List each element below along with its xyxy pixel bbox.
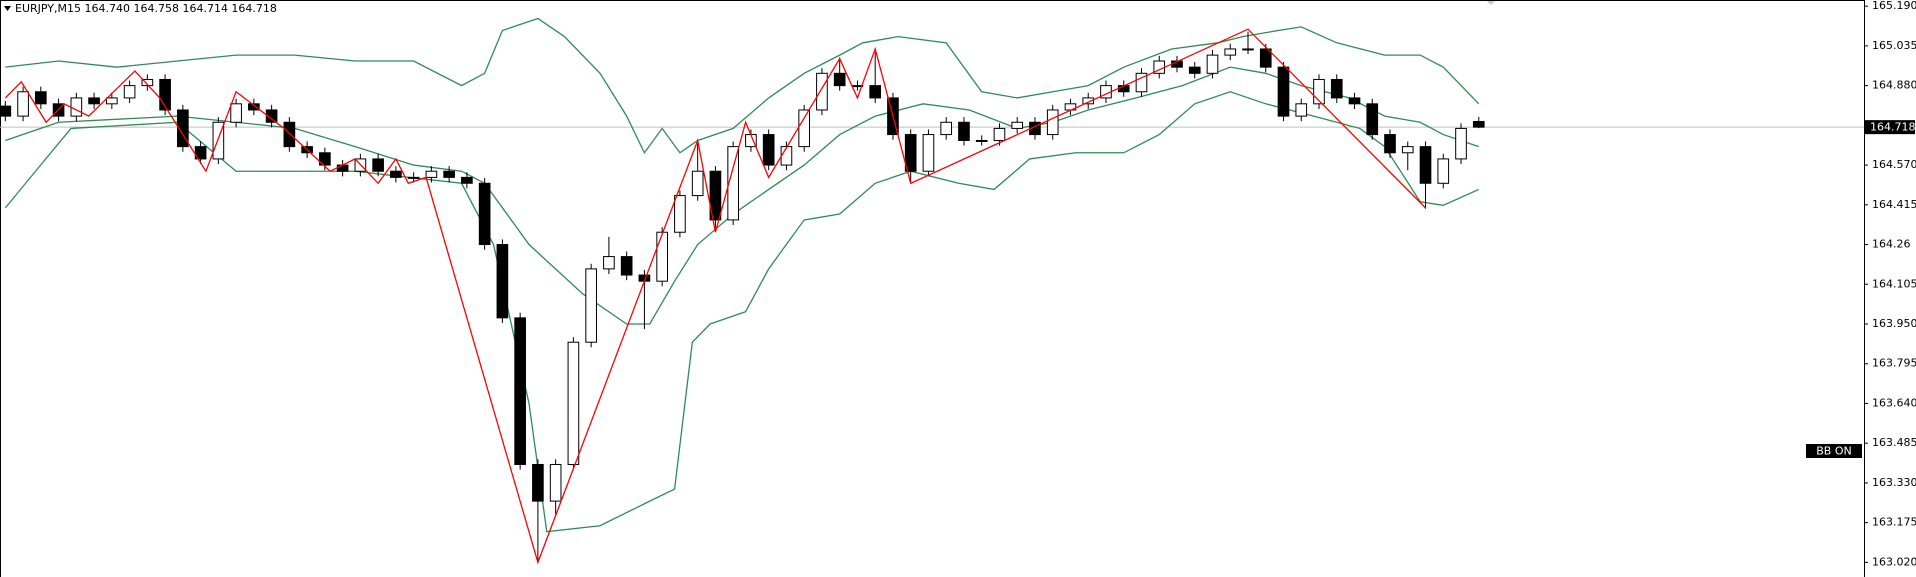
candle-body <box>940 121 953 136</box>
candle-body <box>336 164 349 172</box>
candle-body <box>70 97 83 117</box>
candle-body <box>17 91 29 117</box>
candle-body <box>1366 103 1379 136</box>
candle-body <box>159 78 171 111</box>
candle-body <box>283 121 296 148</box>
indicator-box <box>1806 444 1862 458</box>
y-tick-label: 165.190 <box>1872 0 1916 12</box>
candle-body <box>833 72 846 87</box>
last-price-box <box>1865 120 1915 135</box>
candle-body <box>106 97 118 105</box>
candle-body <box>922 134 935 172</box>
candle-body <box>1472 121 1485 128</box>
candle-body <box>1419 146 1432 184</box>
candle-body <box>461 176 473 184</box>
candle-body <box>674 195 686 233</box>
candle-body <box>656 231 668 282</box>
candle-body <box>177 109 189 148</box>
candle-body <box>1401 146 1414 154</box>
candle-body <box>549 463 562 502</box>
candle-body <box>123 85 136 99</box>
candle-body <box>88 97 100 105</box>
candle-body <box>798 109 811 148</box>
candle-body <box>1135 72 1148 93</box>
last-price-label: 164.718 <box>1870 121 1916 134</box>
candle-body <box>319 152 331 166</box>
candle-body <box>1455 127 1467 160</box>
y-tick-label: 163.175 <box>1872 516 1916 529</box>
candle-body <box>35 91 47 105</box>
y-tick-label: 164.415 <box>1872 198 1916 211</box>
y-tick-label: 163.950 <box>1872 317 1916 330</box>
y-tick-label: 163.795 <box>1872 357 1916 370</box>
candle-body <box>1295 103 1308 117</box>
candle-body <box>993 127 1006 141</box>
candle-body <box>780 146 793 166</box>
candle-body <box>141 78 154 87</box>
candle-body <box>407 176 420 179</box>
candle-body <box>1384 134 1396 154</box>
candle-body <box>248 103 260 111</box>
candle-body <box>425 170 438 178</box>
y-tick-label: 163.640 <box>1872 396 1916 409</box>
menu-arrow[interactable] <box>4 6 11 11</box>
candle-body <box>816 72 828 111</box>
candle-body <box>212 121 225 160</box>
candle-body <box>532 463 544 502</box>
y-tick-label: 164.105 <box>1872 277 1916 290</box>
candle-body <box>620 256 633 276</box>
candle-body <box>1277 66 1290 117</box>
candle-body <box>478 182 491 246</box>
candle-body <box>904 134 917 172</box>
candle-body <box>194 146 207 160</box>
candle-body <box>958 121 970 141</box>
candle-body <box>567 341 580 465</box>
candle-body <box>1437 158 1450 184</box>
candle-body <box>1224 48 1237 56</box>
candle-body <box>1242 48 1254 51</box>
candle-body <box>1082 97 1095 105</box>
bollinger-band <box>5 17 1480 155</box>
candle-body <box>496 244 509 319</box>
y-tick-label: 164.570 <box>1872 158 1916 171</box>
chart-title: EURJPY,M15 164.740 164.758 164.714 164.7… <box>15 2 277 15</box>
candle-body <box>975 139 988 142</box>
candle-body <box>390 170 402 178</box>
candle-body <box>265 109 278 123</box>
candle-body <box>1188 66 1201 74</box>
bollinger-band <box>4 91 1480 533</box>
y-tick-label: 165.035 <box>1872 39 1916 52</box>
candle-body <box>230 103 242 123</box>
candle-body <box>1046 109 1059 136</box>
y-tick-label: 163.485 <box>1872 436 1916 449</box>
candle-body <box>1206 54 1219 74</box>
candle-body <box>1348 97 1361 105</box>
candle-body <box>372 158 384 172</box>
candle-body <box>1259 48 1272 68</box>
candle-body <box>0 105 12 117</box>
candle-body <box>869 85 882 99</box>
candle-body <box>603 256 615 270</box>
y-tick-label: 163.330 <box>1872 476 1916 489</box>
candle-body <box>1011 121 1024 129</box>
indicator-label: BB ON <box>1816 445 1851 458</box>
candle-body <box>709 170 722 221</box>
candle-body <box>727 146 739 221</box>
candle-body <box>1313 78 1325 105</box>
zigzag-line <box>4 28 1426 565</box>
candle-body <box>585 268 597 343</box>
candle-body <box>762 134 775 166</box>
y-tick-label: 164.26 <box>1872 238 1911 251</box>
candle-body <box>1330 78 1343 99</box>
shift-marker <box>1486 0 1496 5</box>
candle-body <box>691 170 704 197</box>
y-tick-label: 163.020 <box>1872 555 1916 568</box>
candle-body <box>514 317 526 465</box>
y-tick-label: 164.880 <box>1872 79 1916 92</box>
candle-body <box>443 170 455 178</box>
